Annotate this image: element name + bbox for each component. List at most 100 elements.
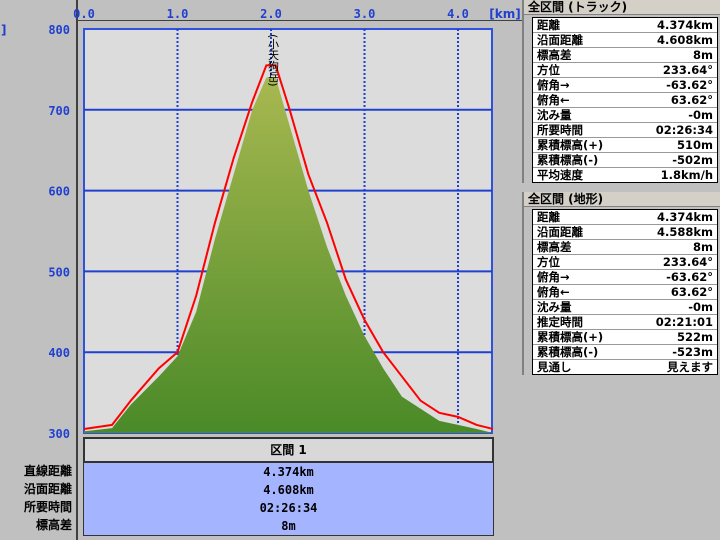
x-tick-label: 3.0 bbox=[354, 7, 376, 21]
value: 8m bbox=[281, 519, 296, 533]
stat-value: 4.374km bbox=[656, 210, 713, 224]
section-header[interactable]: 区間 1 bbox=[83, 437, 494, 463]
stat-row: 沿面距離 4.588km bbox=[533, 225, 717, 240]
stat-label: 俯角← bbox=[537, 285, 570, 299]
stat-value: 4.588km bbox=[656, 225, 713, 239]
stat-row: 所要時間 02:26:34 bbox=[533, 123, 717, 138]
stat-label: 累積標高(+) bbox=[537, 330, 604, 344]
x-tick-label: 1.0 bbox=[167, 7, 189, 21]
stat-label: 俯角→ bbox=[537, 270, 570, 284]
stat-row: 平均速度 1.8km/h bbox=[533, 168, 717, 182]
track-summary-panel: 全区間 (トラック) 距離 4.374km 沿面距離 4.608km 標高差 8m 方位 23… bbox=[522, 0, 720, 183]
panel-title: 全区間 (地形) bbox=[524, 192, 720, 207]
stat-label: 距離 bbox=[537, 210, 560, 224]
stat-value: 522m bbox=[677, 330, 713, 344]
stat-value: 233.64° bbox=[662, 63, 713, 77]
stat-value: 8m bbox=[693, 48, 713, 62]
stat-row: 俯角→ -63.62° bbox=[533, 78, 717, 93]
panel-title: 全区間 (トラック) bbox=[524, 0, 720, 15]
stat-row: 距離 4.374km bbox=[533, 210, 717, 225]
stat-label: 累積標高(+) bbox=[537, 138, 604, 152]
stat-label: 俯角← bbox=[537, 93, 570, 107]
stat-row: 俯角← 63.62° bbox=[533, 93, 717, 108]
stat-row: 見通し 見えます bbox=[533, 360, 717, 374]
stat-value: 8m bbox=[693, 240, 713, 254]
stat-row: 累積標高(+) 510m bbox=[533, 138, 717, 153]
x-tick-label: 4.0 bbox=[447, 7, 469, 21]
stat-label: 累積標高(-) bbox=[537, 153, 599, 167]
elevation-chart: 800 700 600 500 400 300 0.0 1.0 2.0 3.0 4.0 [km]] (小… bbox=[1, 7, 521, 440]
stat-value: -63.62° bbox=[666, 78, 713, 92]
stat-label: 沈み量 bbox=[537, 300, 572, 314]
stat-label: 見通し bbox=[537, 360, 572, 374]
terrain-summary-panel: 全区間 (地形) 距離 4.374km 沿面距離 4.588km 標高差 8m 方位 233.… bbox=[522, 192, 720, 375]
y-tick-label: 300 bbox=[48, 427, 70, 440]
stat-value: 63.62° bbox=[670, 93, 713, 107]
stat-label: 平均速度 bbox=[537, 168, 583, 182]
label: 沿面距離 bbox=[23, 482, 72, 496]
x-unit-label: [km] bbox=[489, 7, 520, 21]
label: 直線距離 bbox=[23, 464, 72, 478]
stat-value: 4.608km bbox=[656, 33, 713, 47]
value: 4.608km bbox=[263, 483, 314, 497]
peak-label: (小天狗岳) bbox=[267, 34, 280, 87]
stat-value: -63.62° bbox=[666, 270, 713, 284]
stat-label: 方位 bbox=[537, 63, 560, 77]
y-tick-label: 500 bbox=[48, 265, 70, 279]
divider bbox=[76, 0, 78, 540]
stat-label: 標高差 bbox=[537, 240, 572, 254]
stat-row: 標高差 8m bbox=[533, 48, 717, 63]
stat-label: 俯角→ bbox=[537, 78, 570, 92]
stat-row: 俯角→ -63.62° bbox=[533, 270, 717, 285]
stat-row: 累積標高(-) -523m bbox=[533, 345, 717, 360]
stat-row: 累積標高(+) 522m bbox=[533, 330, 717, 345]
stat-row: 標高差 8m bbox=[533, 240, 717, 255]
stat-row: 沈み量 -0m bbox=[533, 300, 717, 315]
x-tick-label: 0.0 bbox=[73, 7, 95, 21]
stat-value: 02:21:01 bbox=[655, 315, 713, 329]
terrain-area bbox=[84, 77, 493, 433]
stat-label: 累積標高(-) bbox=[537, 345, 599, 359]
stat-value: -523m bbox=[672, 345, 713, 359]
y-tick-label: 700 bbox=[48, 104, 70, 118]
stat-label: 沈み量 bbox=[537, 108, 572, 122]
value: 4.374km bbox=[263, 465, 314, 479]
label: 所要時間 bbox=[23, 500, 72, 514]
stat-label: 距離 bbox=[537, 18, 560, 32]
stat-label: 沿面距離 bbox=[537, 225, 583, 239]
stat-value: 4.374km bbox=[656, 18, 713, 32]
stat-row: 累積標高(-) -502m bbox=[533, 153, 717, 168]
y-tick-label: 600 bbox=[48, 185, 70, 199]
stat-value: 1.8km/h bbox=[660, 168, 713, 182]
track-line bbox=[83, 64, 494, 430]
stat-label: 推定時間 bbox=[537, 315, 583, 329]
x-tick-label: 2.0 bbox=[260, 7, 282, 21]
y-tick-label: 400 bbox=[48, 346, 70, 360]
stat-value: -502m bbox=[672, 153, 713, 167]
stat-row: 方位 233.64° bbox=[533, 63, 717, 78]
y-unit-label: ] bbox=[1, 23, 6, 37]
stat-row: 沿面距離 4.608km bbox=[533, 33, 717, 48]
section-labels: 直線距離 沿面距離 所要時間 標高差 bbox=[0, 462, 72, 534]
stat-label: 所要時間 bbox=[537, 123, 583, 137]
value: 02:26:34 bbox=[259, 501, 318, 515]
stat-row: 沈み量 -0m bbox=[533, 108, 717, 123]
stat-row: 俯角← 63.62° bbox=[533, 285, 717, 300]
stat-value: 63.62° bbox=[670, 285, 713, 299]
stat-label: 方位 bbox=[537, 255, 560, 269]
stat-row: 推定時間 02:21:01 bbox=[533, 315, 717, 330]
y-tick-label: 800 bbox=[48, 23, 70, 37]
stat-label: 沿面距離 bbox=[537, 33, 583, 47]
stat-value: -0m bbox=[688, 300, 713, 314]
stat-row: 距離 4.374km bbox=[533, 18, 717, 33]
stat-value: 510m bbox=[677, 138, 713, 152]
stat-label: 標高差 bbox=[537, 48, 572, 62]
stat-value: -0m bbox=[688, 108, 713, 122]
stat-value: 233.64° bbox=[662, 255, 713, 269]
stat-row: 方位 233.64° bbox=[533, 255, 717, 270]
stat-value: 02:26:34 bbox=[655, 123, 713, 137]
stat-value: 見えます bbox=[667, 360, 713, 374]
divider bbox=[76, 20, 522, 21]
section-values: 4.374km 4.608km 02:26:34 8m bbox=[83, 462, 494, 536]
label: 標高差 bbox=[35, 518, 72, 532]
